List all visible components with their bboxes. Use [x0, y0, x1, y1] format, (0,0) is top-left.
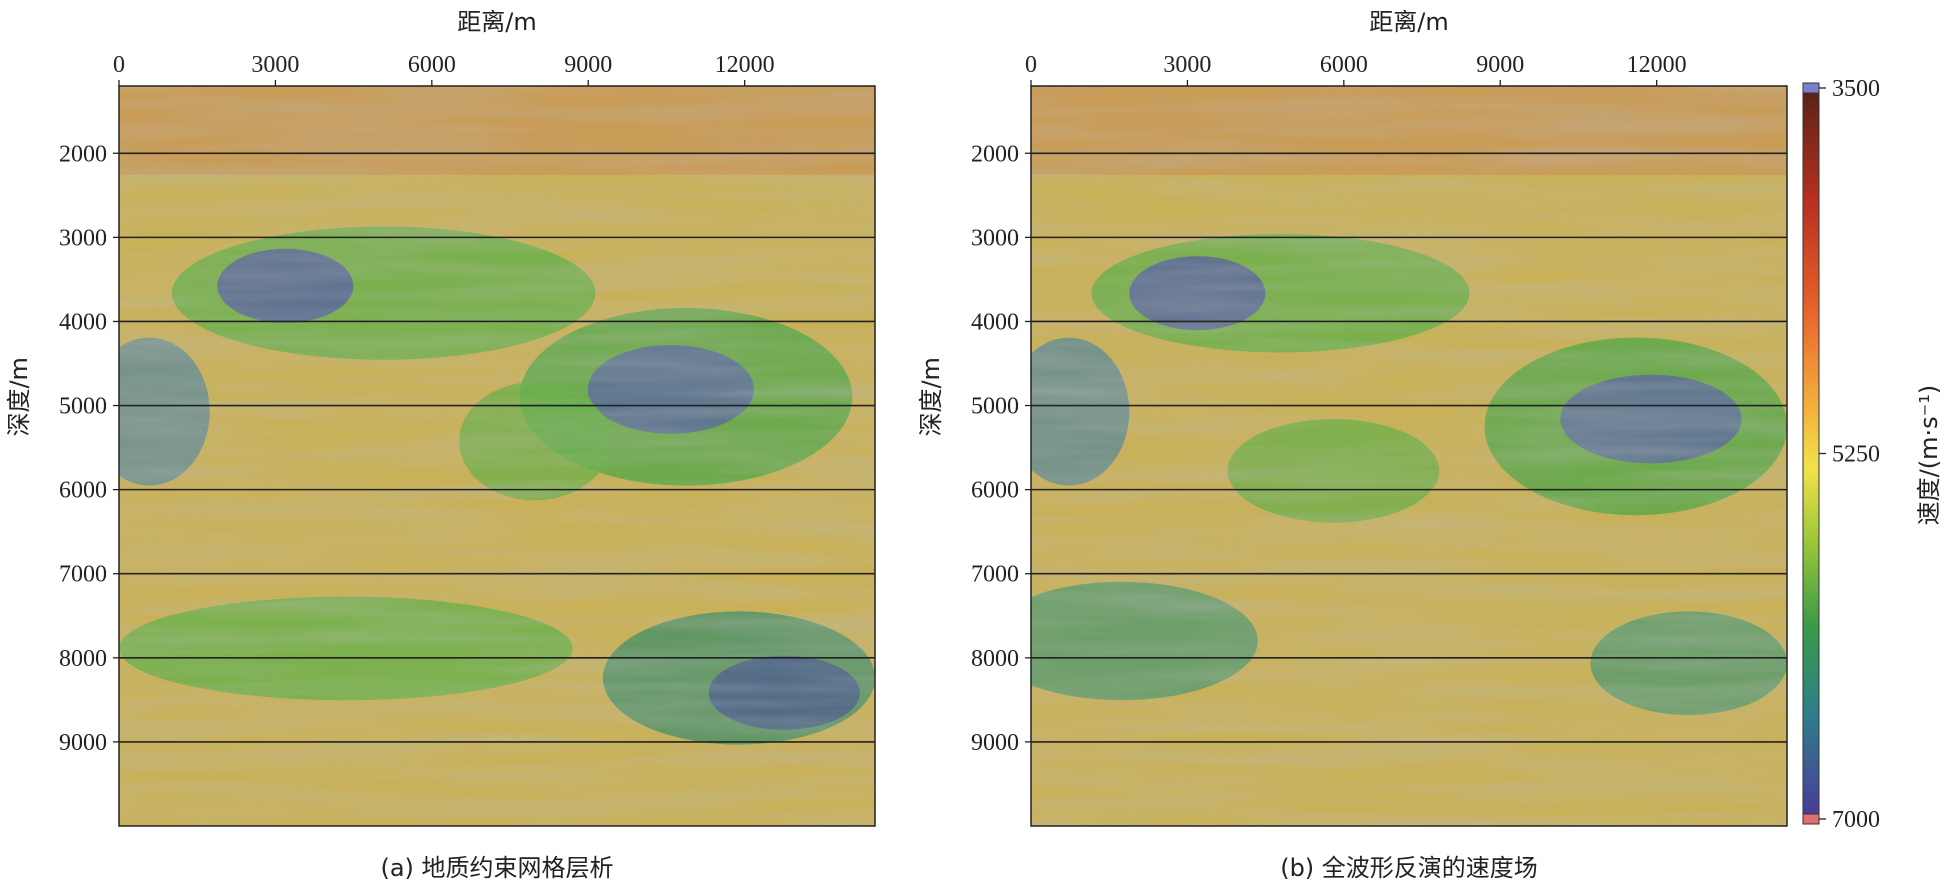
velocity-field — [119, 86, 875, 826]
x-tick-label: 6000 — [408, 52, 456, 78]
colorbar: 3500 5250 7000 速度/(m·s⁻¹) — [1802, 76, 1943, 833]
panel-a: 0 3000 6000 9000 12000 2000 3000 4000 5000 6000 70… — [5, 8, 876, 882]
y-tick-label: 8000 — [971, 646, 1019, 672]
colorbar-gradient — [1802, 92, 1820, 815]
x-tick-label: 0 — [1025, 52, 1037, 78]
y-tick-label: 3000 — [59, 225, 107, 251]
plot-frame — [118, 85, 876, 827]
y-tick-label: 7000 — [971, 562, 1019, 588]
x-tick-label: 3000 — [251, 52, 299, 78]
y-tick-label: 6000 — [971, 478, 1019, 504]
y-tick-label: 9000 — [59, 730, 107, 756]
y-tick-label: 3000 — [971, 225, 1019, 251]
x-tick-label: 12000 — [715, 52, 775, 78]
panel-caption: (b) 全波形反演的速度场 — [1280, 854, 1538, 882]
colorbar-tick-label: 3500 — [1832, 76, 1880, 102]
colorbar-top-cap — [1802, 82, 1820, 94]
x-axis-title: 距离/m — [1369, 8, 1448, 36]
plot-frame — [1030, 85, 1788, 827]
y-axis-title: 深度/m — [5, 357, 33, 436]
colorbar-ticks: 3500 5250 7000 — [1819, 76, 1880, 833]
colorbar-bottom-cap — [1802, 813, 1820, 825]
panel-caption: (a) 地质约束网格层析 — [380, 854, 613, 882]
y-tick-label: 7000 — [59, 562, 107, 588]
colorbar-label: 速度/(m·s⁻¹) — [1915, 385, 1943, 526]
colorbar-tick-label: 7000 — [1832, 807, 1880, 833]
panel-b: 0 3000 6000 9000 12000 2000 3000 4000 5000 6000 70… — [917, 8, 1788, 882]
x-axis-title: 距离/m — [457, 8, 536, 36]
y-tick-label: 5000 — [59, 394, 107, 420]
x-tick-label: 3000 — [1163, 52, 1211, 78]
y-tick-label: 2000 — [59, 141, 107, 167]
x-tick-label: 9000 — [564, 52, 612, 78]
y-tick-label: 4000 — [971, 309, 1019, 335]
x-tick-label: 0 — [113, 52, 125, 78]
colorbar-tick-label: 5250 — [1832, 442, 1880, 468]
x-tick-label: 9000 — [1476, 52, 1524, 78]
x-tick-label: 6000 — [1320, 52, 1368, 78]
y-tick-label: 2000 — [971, 141, 1019, 167]
y-tick-label: 5000 — [971, 394, 1019, 420]
y-axis-title: 深度/m — [917, 357, 945, 436]
y-tick-label: 8000 — [59, 646, 107, 672]
velocity-field — [1031, 86, 1787, 826]
y-tick-label: 9000 — [971, 730, 1019, 756]
x-tick-label: 12000 — [1627, 52, 1687, 78]
y-tick-label: 6000 — [59, 478, 107, 504]
y-tick-label: 4000 — [59, 309, 107, 335]
